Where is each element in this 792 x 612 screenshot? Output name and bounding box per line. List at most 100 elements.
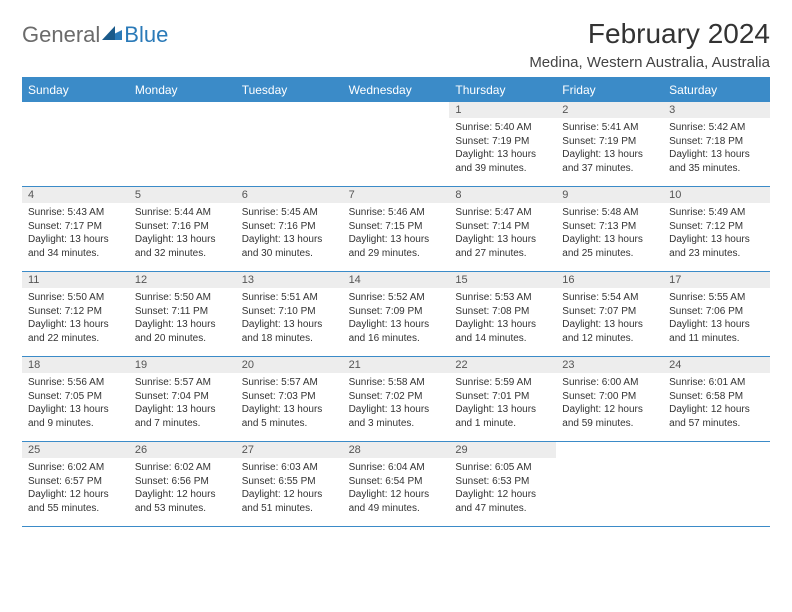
daylight-text: Daylight: 13 hours and 34 minutes. (28, 233, 123, 260)
day-number: 20 (236, 357, 343, 373)
sunset-text: Sunset: 7:04 PM (135, 390, 230, 404)
sunrise-text: Sunrise: 5:55 AM (669, 291, 764, 305)
calendar-cell: 29 Sunrise: 6:05 AMSunset: 6:53 PMDayligh… (449, 442, 556, 526)
sunrise-text: Sunrise: 5:54 AM (562, 291, 657, 305)
day-header: Friday (556, 79, 663, 102)
day-info: Sunrise: 5:46 AMSunset: 7:15 PMDaylight:… (349, 206, 444, 260)
daylight-text: Daylight: 13 hours and 11 minutes. (669, 318, 764, 345)
day-number: 24 (663, 357, 770, 373)
day-header: Monday (129, 79, 236, 102)
day-info: Sunrise: 6:01 AMSunset: 6:58 PMDaylight:… (669, 376, 764, 430)
daylight-text: Daylight: 12 hours and 53 minutes. (135, 488, 230, 515)
sunrise-text: Sunrise: 5:43 AM (28, 206, 123, 220)
sunset-text: Sunset: 6:53 PM (455, 475, 550, 489)
calendar-week: 4Sunrise: 5:43 AMSunset: 7:17 PMDaylight… (22, 187, 770, 272)
sunrise-text: Sunrise: 6:01 AM (669, 376, 764, 390)
daylight-text: Daylight: 12 hours and 47 minutes. (455, 488, 550, 515)
sunset-text: Sunset: 7:11 PM (135, 305, 230, 319)
sunrise-text: Sunrise: 6:02 AM (28, 461, 123, 475)
logo-text-blue: Blue (124, 22, 168, 48)
sunrise-text: Sunrise: 5:49 AM (669, 206, 764, 220)
day-number: 28 (343, 442, 450, 458)
daylight-text: Daylight: 13 hours and 5 minutes. (242, 403, 337, 430)
daylight-text: Daylight: 13 hours and 27 minutes. (455, 233, 550, 260)
calendar-cell: 2Sunrise: 5:41 AMSunset: 7:19 PMDaylight… (556, 102, 663, 186)
calendar-cell: 16Sunrise: 5:54 AMSunset: 7:07 PMDayligh… (556, 272, 663, 356)
calendar-cell: 4 Sunrise: 5:43 AMSunset: 7:17 PMDaylight… (22, 187, 129, 271)
day-info: Sunrise: 5:44 AMSunset: 7:16 PMDaylight:… (135, 206, 230, 260)
day-info: Sunrise: 5:42 AMSunset: 7:18 PMDaylight:… (669, 121, 764, 175)
day-info: Sunrise: 5:40 AMSunset: 7:19 PMDaylight:… (455, 121, 550, 175)
day-info: Sunrise: 5:59 AMSunset: 7:01 PMDaylight:… (455, 376, 550, 430)
day-number: 17 (663, 272, 770, 288)
sunrise-text: Sunrise: 5:50 AM (28, 291, 123, 305)
sunrise-text: Sunrise: 6:03 AM (242, 461, 337, 475)
daylight-text: Daylight: 13 hours and 1 minute. (455, 403, 550, 430)
day-info: Sunrise: 5:56 AMSunset: 7:05 PMDaylight:… (28, 376, 123, 430)
day-info: Sunrise: 5:52 AMSunset: 7:09 PMDaylight:… (349, 291, 444, 345)
sunrise-text: Sunrise: 5:41 AM (562, 121, 657, 135)
sunset-text: Sunset: 7:12 PM (28, 305, 123, 319)
day-number: 29 (449, 442, 556, 458)
day-info: Sunrise: 6:02 AMSunset: 6:57 PMDaylight:… (28, 461, 123, 515)
calendar: SundayMondayTuesdayWednesdayThursdayFrid… (22, 77, 770, 527)
day-number: 4 (22, 187, 129, 203)
sunset-text: Sunset: 6:57 PM (28, 475, 123, 489)
sunset-text: Sunset: 7:16 PM (242, 220, 337, 234)
day-number: 23 (556, 357, 663, 373)
day-number: 9 (556, 187, 663, 203)
sunrise-text: Sunrise: 6:05 AM (455, 461, 550, 475)
sunrise-text: Sunrise: 6:02 AM (135, 461, 230, 475)
sunrise-text: Sunrise: 5:57 AM (242, 376, 337, 390)
sunset-text: Sunset: 7:18 PM (669, 135, 764, 149)
daylight-text: Daylight: 12 hours and 49 minutes. (349, 488, 444, 515)
calendar-cell: 5 Sunrise: 5:44 AMSunset: 7:16 PMDaylight… (129, 187, 236, 271)
calendar-week: 11Sunrise: 5:50 AMSunset: 7:12 PMDayligh… (22, 272, 770, 357)
page: General Blue February 2024 Medina, Weste… (0, 0, 792, 527)
day-info: Sunrise: 6:03 AMSunset: 6:55 PMDaylight:… (242, 461, 337, 515)
sunrise-text: Sunrise: 5:48 AM (562, 206, 657, 220)
sunset-text: Sunset: 7:19 PM (455, 135, 550, 149)
logo-mark-icon (102, 24, 122, 47)
day-number: 3 (663, 102, 770, 118)
calendar-cell: 27Sunrise: 6:03 AMSunset: 6:55 PMDayligh… (236, 442, 343, 526)
day-info: Sunrise: 5:55 AMSunset: 7:06 PMDaylight:… (669, 291, 764, 345)
calendar-cell: 1Sunrise: 5:40 AMSunset: 7:19 PMDaylight… (449, 102, 556, 186)
daylight-text: Daylight: 12 hours and 57 minutes. (669, 403, 764, 430)
sunset-text: Sunset: 7:10 PM (242, 305, 337, 319)
day-info: Sunrise: 5:54 AMSunset: 7:07 PMDaylight:… (562, 291, 657, 345)
day-number: 13 (236, 272, 343, 288)
day-number: 12 (129, 272, 236, 288)
calendar-cell: 13 Sunrise: 5:51 AMSunset: 7:10 PMDayligh… (236, 272, 343, 356)
day-number: 15 (449, 272, 556, 288)
daylight-text: Daylight: 13 hours and 3 minutes. (349, 403, 444, 430)
logo-text-general: General (22, 22, 100, 48)
sunrise-text: Sunrise: 5:52 AM (349, 291, 444, 305)
day-number: 14 (343, 272, 450, 288)
sunrise-text: Sunrise: 5:51 AM (242, 291, 337, 305)
day-number: 10 (663, 187, 770, 203)
calendar-cell-empty (22, 102, 129, 186)
calendar-cell: 21Sunrise: 5:58 AMSunset: 7:02 PMDayligh… (343, 357, 450, 441)
calendar-cell: 10Sunrise: 5:49 AMSunset: 7:12 PMDayligh… (663, 187, 770, 271)
sunrise-text: Sunrise: 5:45 AM (242, 206, 337, 220)
sunset-text: Sunset: 7:14 PM (455, 220, 550, 234)
sunset-text: Sunset: 7:19 PM (562, 135, 657, 149)
sunset-text: Sunset: 7:13 PM (562, 220, 657, 234)
sunset-text: Sunset: 7:03 PM (242, 390, 337, 404)
day-header: Wednesday (343, 79, 450, 102)
day-info: Sunrise: 5:45 AMSunset: 7:16 PMDaylight:… (242, 206, 337, 260)
daylight-text: Daylight: 12 hours and 55 minutes. (28, 488, 123, 515)
sunset-text: Sunset: 7:17 PM (28, 220, 123, 234)
day-info: Sunrise: 5:51 AMSunset: 7:10 PMDaylight:… (242, 291, 337, 345)
calendar-cell: 18Sunrise: 5:56 AMSunset: 7:05 PMDayligh… (22, 357, 129, 441)
calendar-cell: 24 Sunrise: 6:01 AMSunset: 6:58 PMDayligh… (663, 357, 770, 441)
day-number: 5 (129, 187, 236, 203)
day-info: Sunrise: 5:58 AMSunset: 7:02 PMDaylight:… (349, 376, 444, 430)
calendar-cell-empty (663, 442, 770, 526)
day-number (22, 102, 129, 106)
calendar-cell: 23Sunrise: 6:00 AMSunset: 7:00 PMDayligh… (556, 357, 663, 441)
day-info: Sunrise: 6:02 AMSunset: 6:56 PMDaylight:… (135, 461, 230, 515)
calendar-week: 1Sunrise: 5:40 AMSunset: 7:19 PMDaylight… (22, 102, 770, 187)
calendar-cell: 11Sunrise: 5:50 AMSunset: 7:12 PMDayligh… (22, 272, 129, 356)
